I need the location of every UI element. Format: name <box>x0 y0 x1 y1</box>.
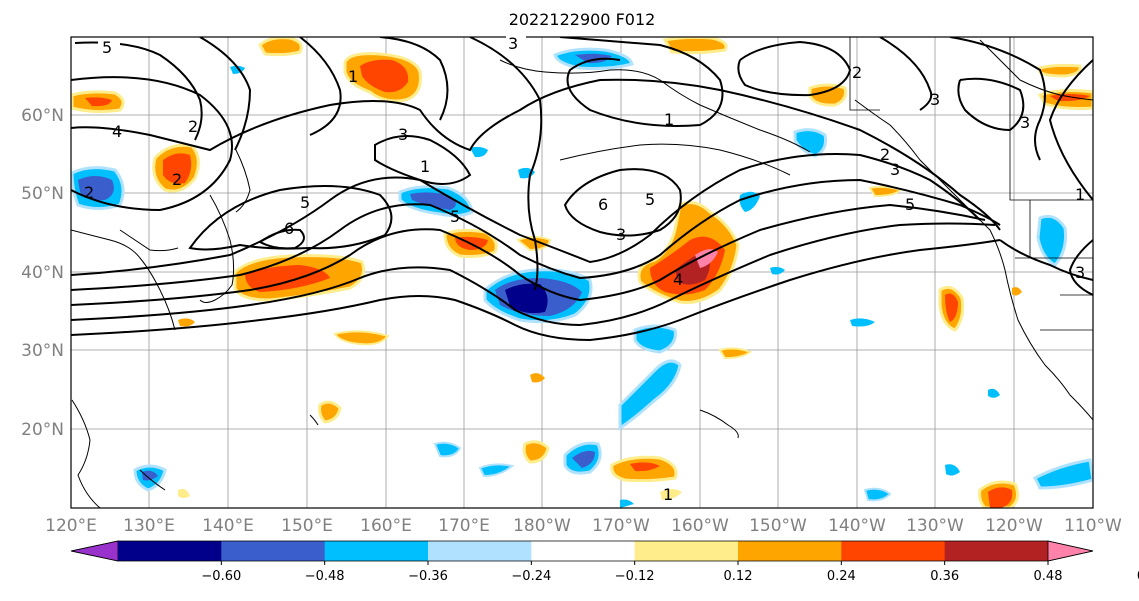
colorbar-swatch <box>738 541 842 561</box>
coastlines <box>71 39 1093 508</box>
latitude-labels: 20°N 30°N 40°N 50°N 60°N <box>21 106 64 440</box>
contour-lines <box>71 37 1093 342</box>
contour-label: 1 <box>348 67 358 86</box>
lon-label: 150°W <box>749 516 807 536</box>
contour-label: 5 <box>102 38 112 57</box>
lat-label-30n: 30°N <box>21 341 64 361</box>
lon-label: 140°E <box>202 516 254 536</box>
colorbar-tick-label: 0.36 <box>930 569 959 584</box>
colorbar-swatch <box>634 541 739 561</box>
colorbar-tick-label: −0.36 <box>408 569 448 584</box>
contour-label: 5 <box>450 207 460 226</box>
colorbar-swatch <box>324 541 429 561</box>
lon-label: 120°W <box>985 516 1043 536</box>
contour-label: 2 <box>84 183 94 202</box>
lat-label-20n: 20°N <box>21 420 64 440</box>
lon-label: 130°E <box>123 516 175 536</box>
contour-label: 2 <box>172 170 182 189</box>
contour-label: 3 <box>1075 263 1085 282</box>
graticule <box>71 37 1093 508</box>
contour-label: 3 <box>890 160 900 179</box>
lon-label: 140°W <box>828 516 886 536</box>
contour-label: 2 <box>188 117 198 136</box>
lat-label-60n: 60°N <box>21 106 64 126</box>
contour-labels: 5 3 1 2 4 2 2 5 6 1 3 5 6 5 3 1 2 3 5 4 … <box>84 34 1085 504</box>
lon-label: 160°E <box>360 516 412 536</box>
contour-label: 1 <box>663 485 673 504</box>
contour-label: 4 <box>112 122 122 141</box>
lon-label: 170°E <box>438 516 490 536</box>
lat-label-50n: 50°N <box>21 184 64 204</box>
contour-label: 1 <box>420 157 430 176</box>
colorbar-tick-label: 0.48 <box>1034 569 1063 584</box>
contour-label: 2 <box>880 145 890 164</box>
lon-label: 130°W <box>906 516 964 536</box>
lon-label: 160°W <box>671 516 729 536</box>
contour-label: 1 <box>664 110 674 129</box>
contour-label: 3 <box>398 125 408 144</box>
colorbar-extend-low <box>70 540 119 562</box>
political-borders <box>849 37 1093 331</box>
lon-label: 110°W <box>1064 516 1122 536</box>
colorbar-tick-label: −0.60 <box>201 569 241 584</box>
colorbar-tick-label: 0.60 <box>1137 569 1139 584</box>
colorbar-swatch <box>841 541 946 561</box>
colorbar: −0.60 −0.48 −0.36 −0.24 −0.12 0.12 0.24 0.36 0.4… <box>70 540 1139 584</box>
longitude-labels: 120°E 130°E 140°E 150°E 160°E 170°E 180°… <box>45 516 1122 536</box>
colorbar-tick-label: −0.12 <box>615 569 655 584</box>
contour-label: 6 <box>284 219 294 238</box>
colorbar-swatch <box>428 541 532 561</box>
contour-label: 5 <box>905 195 915 214</box>
lon-label: 180°W <box>513 516 571 536</box>
contour-label: 1 <box>1075 185 1085 204</box>
lon-label: 150°E <box>281 516 333 536</box>
lon-label: 170°W <box>592 516 650 536</box>
contour-label: 3 <box>930 90 940 109</box>
colorbar-tick-label: −0.48 <box>305 569 345 584</box>
contour-label: 5 <box>300 193 310 212</box>
map-frame <box>70 36 1094 509</box>
map-title: 2022122900 F012 <box>509 10 656 29</box>
colorbar-swatch <box>531 541 636 561</box>
colorbar-swatch <box>221 541 326 561</box>
colorbar-tick-label: −0.24 <box>511 569 551 584</box>
colorbar-swatch <box>118 541 222 561</box>
lon-label: 120°E <box>45 516 97 536</box>
contour-label: 2 <box>852 63 862 82</box>
lat-label-40n: 40°N <box>21 263 64 283</box>
contour-label: 5 <box>645 190 655 209</box>
contour-label: 3 <box>616 225 626 244</box>
colorbar-extend-high <box>1047 540 1094 562</box>
colorbar-tick-label: 0.24 <box>827 569 856 584</box>
contour-label: 3 <box>508 34 518 53</box>
contour-label: 3 <box>1020 113 1030 132</box>
contour-label: 6 <box>598 195 608 214</box>
contour-label: 4 <box>673 270 683 289</box>
colorbar-tick-label: 0.12 <box>724 569 753 584</box>
colorbar-swatch <box>944 541 1049 561</box>
